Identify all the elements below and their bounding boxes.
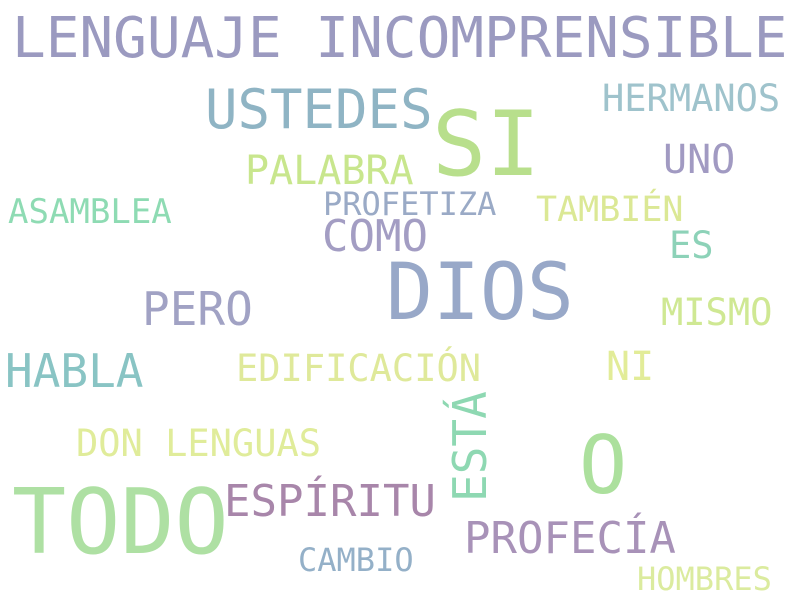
- word-hombres: HOMBRES: [637, 560, 772, 598]
- word-si: SI: [432, 92, 541, 197]
- word-asamblea: ASAMBLEA: [8, 192, 172, 232]
- word-cambio: CAMBIO: [298, 541, 414, 579]
- word-ni: NI: [606, 344, 655, 390]
- word-dios: DIOS: [386, 248, 574, 338]
- word-hermanos: HERMANOS: [602, 77, 781, 120]
- word-ustedes: USTEDES: [205, 78, 433, 141]
- word-mismo: MISMO: [661, 291, 773, 334]
- word-profetiza: PROFETIZA: [323, 185, 497, 223]
- word-don-lenguas: DON LENGUAS: [76, 422, 322, 465]
- word-pero: PERO: [142, 282, 253, 336]
- word-habla: HABLA: [5, 344, 144, 398]
- word-esta: ESTÁ: [443, 391, 497, 502]
- word-lenguaje-incomprensible: LENGUAJE INCOMPRENSIBLE: [12, 6, 788, 71]
- word-profecia: PROFECÍA: [464, 513, 676, 564]
- word-edificacion: EDIFICACIÓN: [236, 347, 482, 390]
- word-o: O: [579, 419, 628, 512]
- word-es: ES: [669, 224, 714, 267]
- word-tambien: TAMBIÉN: [536, 190, 684, 230]
- word-palabra: PALABRA: [245, 148, 414, 194]
- word-como: COMO: [322, 211, 428, 262]
- word-todo: TODO: [12, 470, 229, 575]
- word-uno: UNO: [663, 137, 736, 183]
- word-espiritu: ESPÍRITU: [224, 476, 436, 527]
